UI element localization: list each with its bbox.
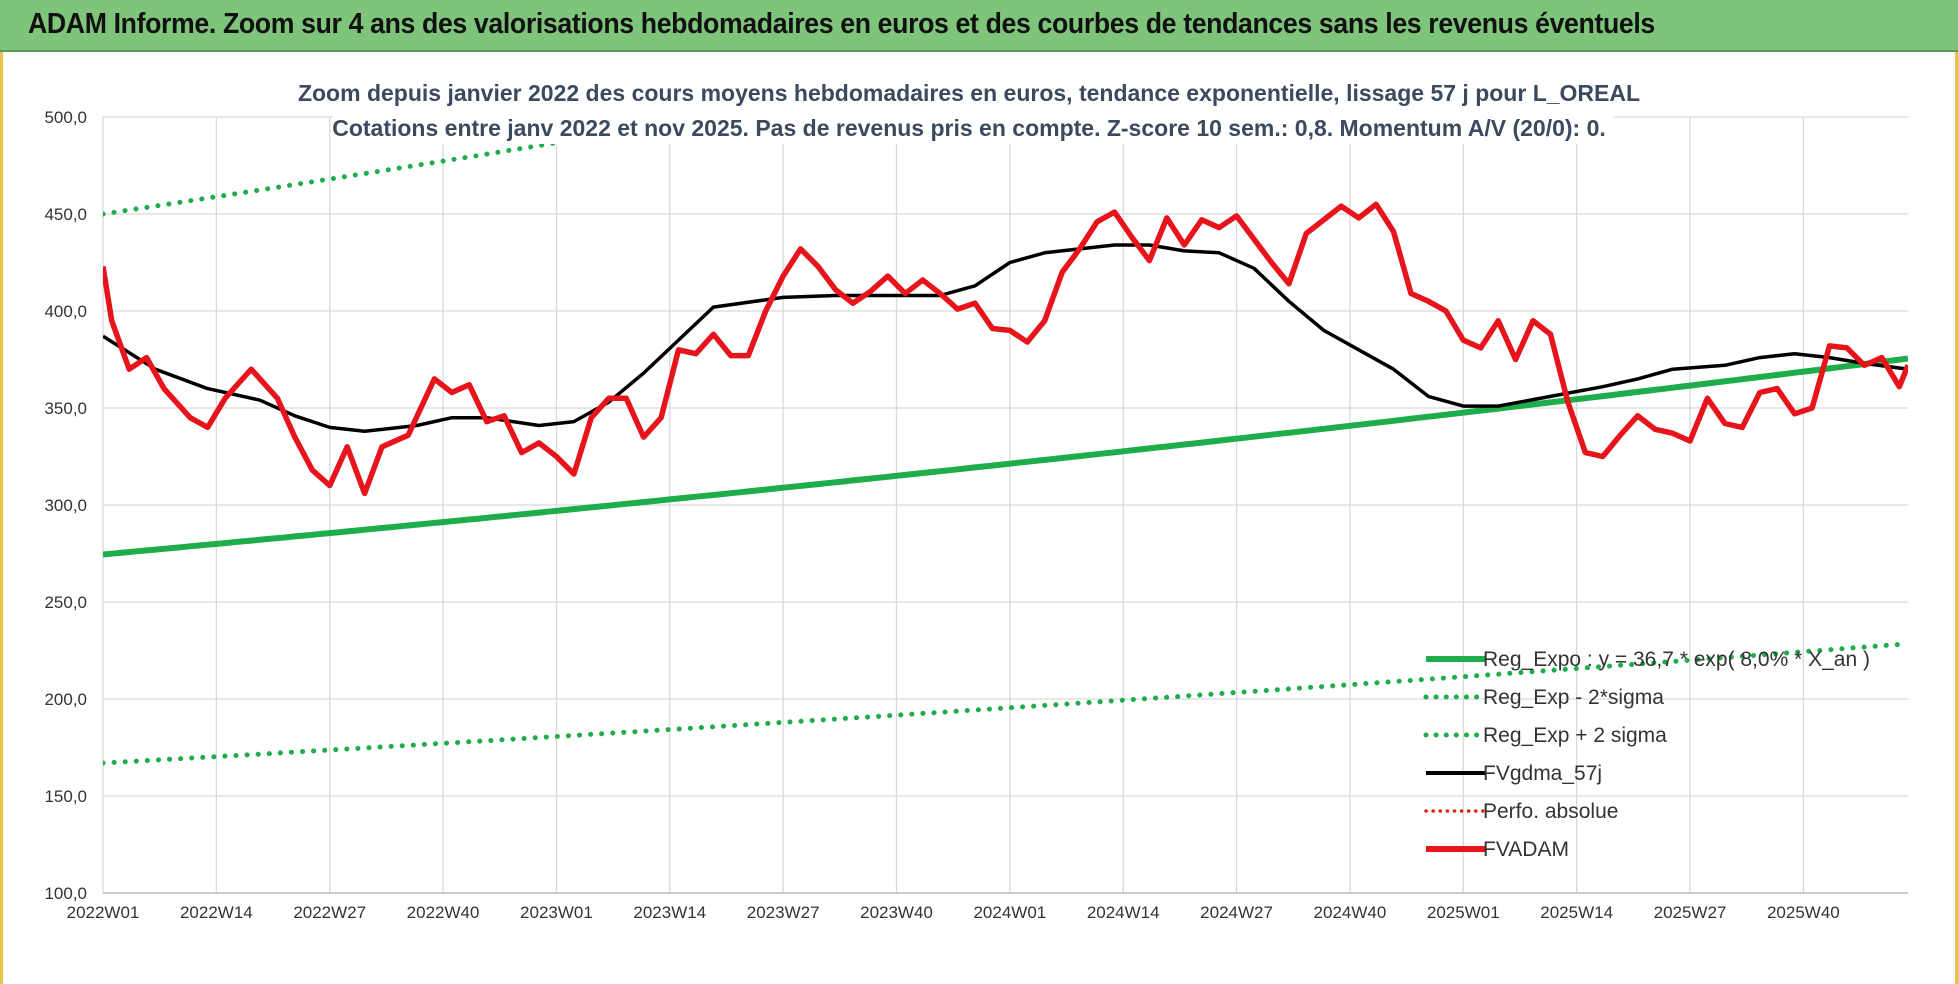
y-tick-label: 500,0 [44, 108, 87, 127]
y-axis: 100,0 150,0 200,0 250,0 300,0 350,0 400,0 450,0… [44, 108, 87, 903]
report-header: ADAM Informe. Zoom sur 4 ans des valoris… [0, 0, 1958, 52]
series-reg-minus-2sigma [103, 641, 1908, 766]
x-axis: 2022W01 2022W14 2022W27 2022W40 2023W01 2023W… [67, 903, 1840, 922]
series-reg-expo [103, 355, 1908, 558]
x-tick-label: 2023W27 [747, 903, 820, 922]
grid [102, 116, 1908, 894]
x-tick-label: 2023W40 [860, 903, 933, 922]
y-tick-label: 150,0 [44, 787, 87, 806]
x-tick-label: 2024W27 [1200, 903, 1273, 922]
x-tick-label: 2024W14 [1087, 903, 1160, 922]
series-fvadam [103, 201, 1908, 497]
y-tick-label: 400,0 [44, 302, 87, 321]
x-tick-label: 2023W14 [633, 903, 706, 922]
x-tick-label: 2022W27 [293, 903, 366, 922]
x-tick-label: 2022W40 [407, 903, 480, 922]
x-tick-label: 2025W27 [1654, 903, 1727, 922]
chart-frame: 100,0 150,0 200,0 250,0 300,0 350,0 400,0 450,0… [0, 52, 1958, 984]
y-tick-label: 200,0 [44, 690, 87, 709]
x-tick-label: 2025W40 [1767, 903, 1840, 922]
series-layer [103, 115, 1908, 766]
legend-entry: Reg_Exp + 2 sigma [1483, 724, 1667, 747]
x-tick-label: 2025W14 [1540, 903, 1613, 922]
x-tick-label: 2022W01 [67, 903, 140, 922]
plot-title-line2: Cotations entre janv 2022 et nov 2025. P… [332, 115, 1606, 141]
x-tick-label: 2024W01 [973, 903, 1046, 922]
legend-entry: FVADAM [1483, 838, 1569, 861]
legend-entry: FVgdma_57j [1483, 762, 1602, 785]
legend-entry: Reg_Expo : y = 36,7 * exp( 8,0% * X_an ) [1483, 648, 1870, 671]
plot-titles: Zoom depuis janvier 2022 des cours moyen… [298, 74, 1640, 144]
x-tick-label: 2025W01 [1427, 903, 1500, 922]
y-tick-label: 300,0 [44, 496, 87, 515]
title-backdrop [333, 74, 1613, 144]
chart: 100,0 150,0 200,0 250,0 300,0 350,0 400,0 450,0… [44, 74, 1908, 922]
x-tick-label: 2023W01 [520, 903, 593, 922]
legend-entry: Perfo. absolue [1483, 800, 1618, 823]
y-tick-label: 250,0 [44, 593, 87, 612]
legend: Reg_Expo : y = 36,7 * exp( 8,0% * X_an )… [1423, 648, 1870, 861]
y-tick-label: 350,0 [44, 399, 87, 418]
legend-entry: Reg_Exp - 2*sigma [1483, 686, 1664, 709]
x-tick-label: 2022W14 [180, 903, 253, 922]
plot-title-line1: Zoom depuis janvier 2022 des cours moyen… [298, 80, 1640, 106]
series-fvgdma-57j [103, 243, 1908, 434]
y-tick-label: 100,0 [44, 884, 87, 903]
x-tick-label: 2024W40 [1314, 903, 1387, 922]
report-title: ADAM Informe. Zoom sur 4 ans des valoris… [28, 8, 1655, 40]
y-tick-label: 450,0 [44, 205, 87, 224]
